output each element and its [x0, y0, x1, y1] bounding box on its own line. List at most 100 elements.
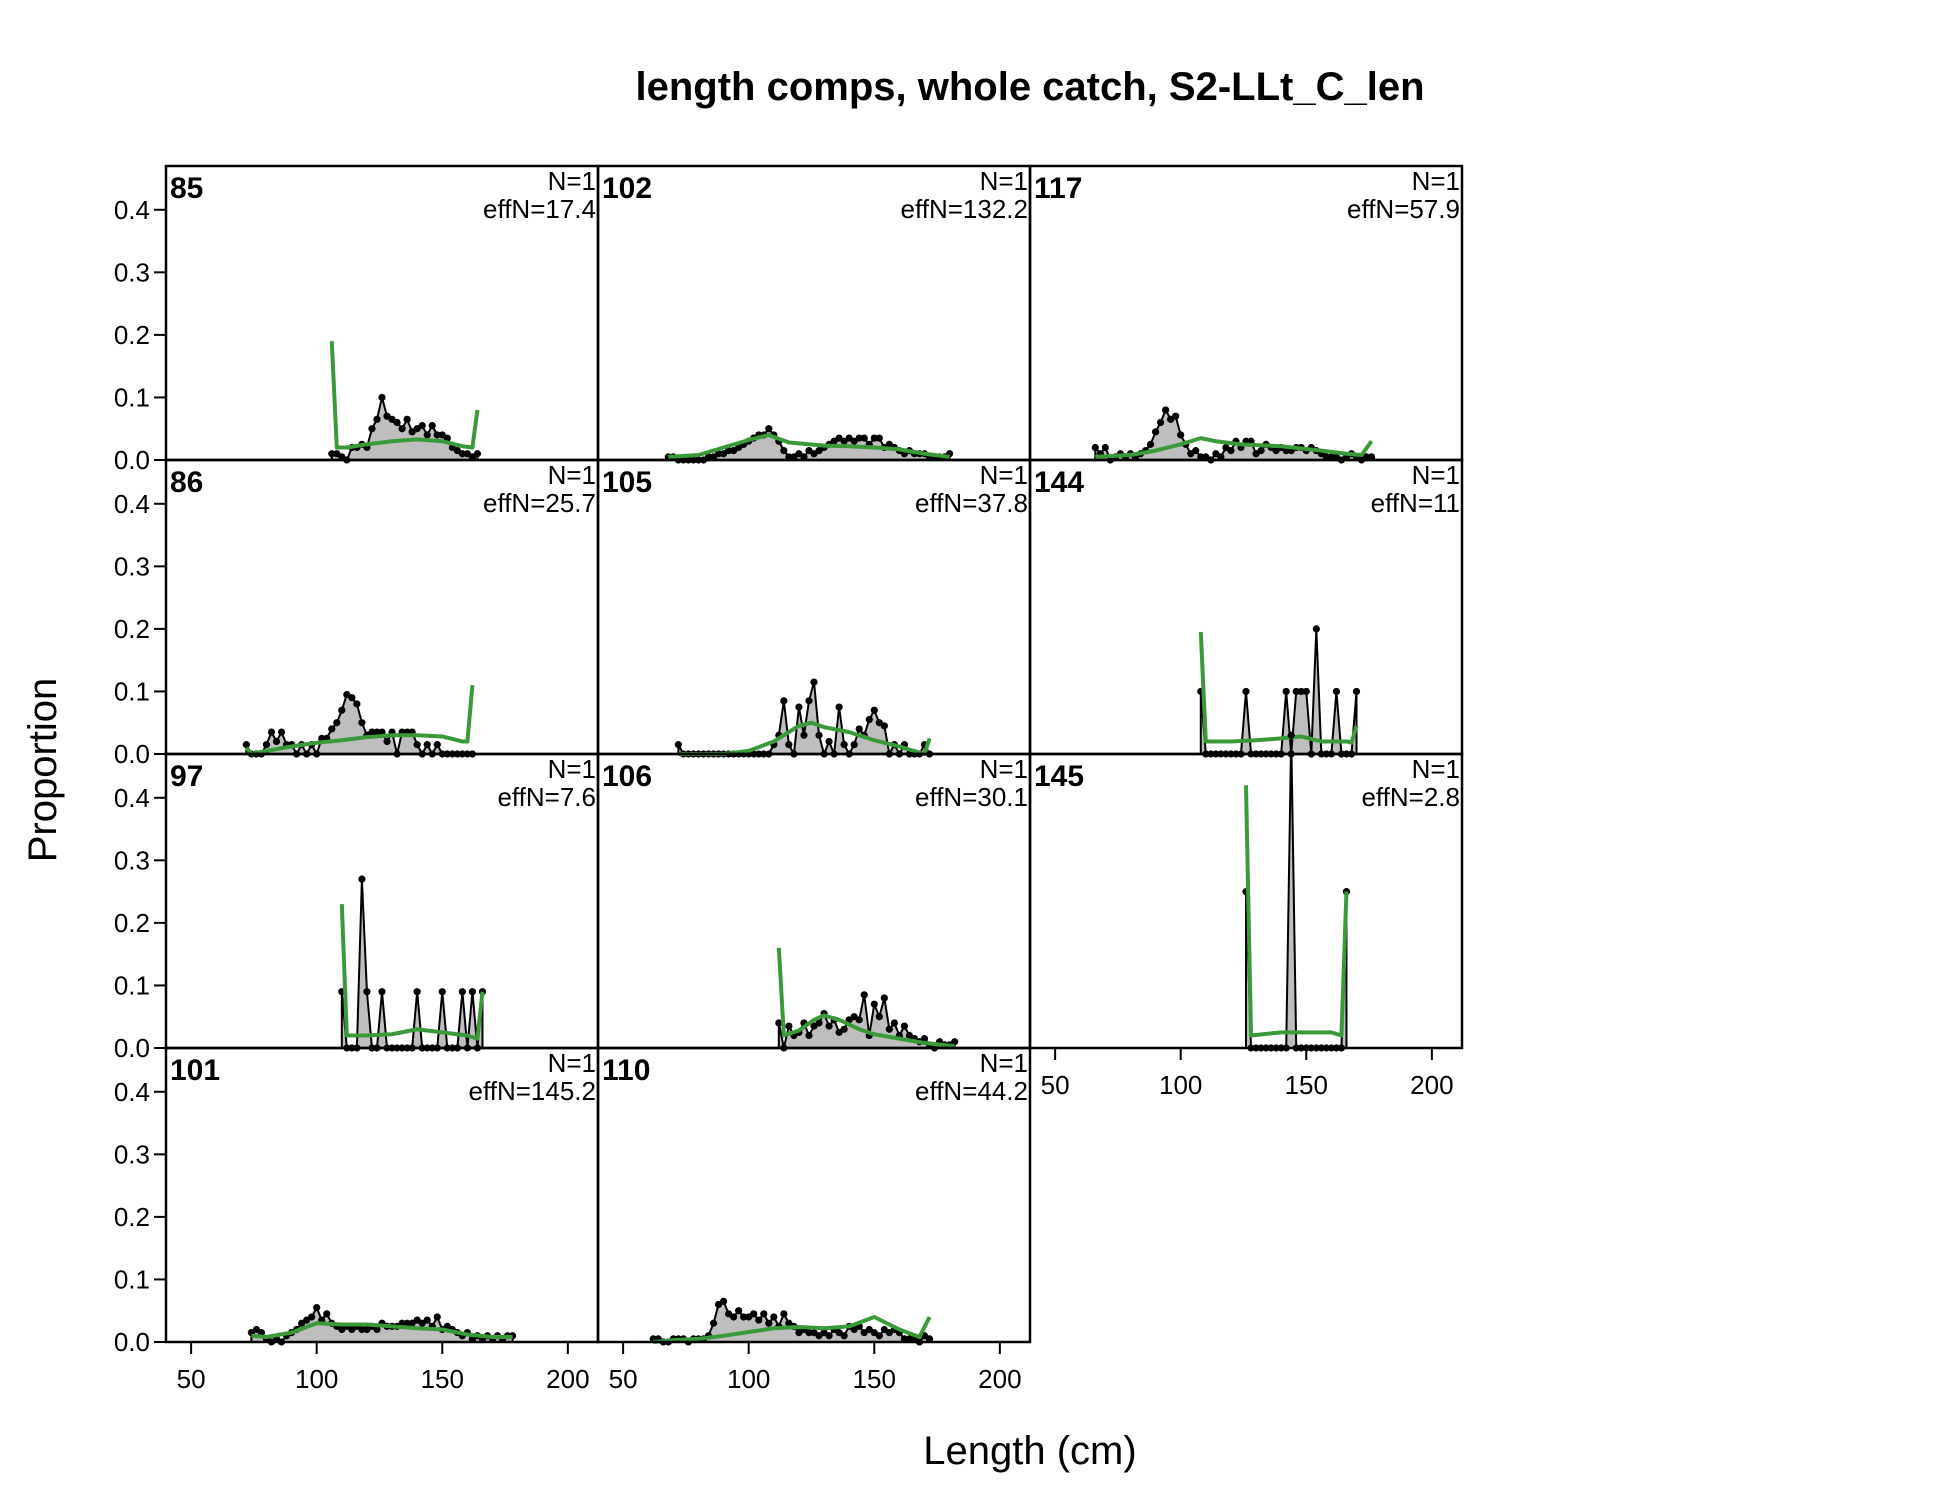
- observed-point: [1227, 447, 1235, 455]
- observed-point: [1287, 731, 1295, 739]
- observed-point: [765, 1319, 773, 1327]
- observed-area: [1245, 735, 1348, 1049]
- observed-point: [855, 434, 863, 442]
- observed-point: [900, 1022, 909, 1030]
- observed-point: [850, 741, 858, 749]
- observed-point: [870, 706, 878, 714]
- observed-point: [1322, 453, 1330, 461]
- x-tick-label: 200: [1410, 1070, 1453, 1100]
- panel-label: 105: [602, 466, 652, 499]
- observed-point: [262, 741, 271, 749]
- observed-point: [714, 450, 723, 458]
- panel-frame: [1028, 752, 1464, 1050]
- observed-point: [870, 434, 878, 442]
- observed-point: [770, 1313, 778, 1321]
- x-tick-label: 200: [546, 1364, 589, 1394]
- panel-effn: effN=2.8: [1361, 782, 1460, 812]
- observed-point: [785, 1022, 793, 1030]
- y-tick-label: 0.1: [114, 676, 150, 706]
- observed-point: [900, 1335, 909, 1343]
- observed-point: [423, 741, 431, 749]
- x-tick-label: 50: [1041, 1070, 1070, 1100]
- observed-point: [413, 988, 421, 996]
- observed-point: [413, 741, 421, 749]
- observed-point: [780, 697, 788, 705]
- observed-point: [805, 697, 813, 705]
- axes: 0.0 0.1 0.2 0.3 0.4 0.0 0.1 0.2 0.3 0.4 0.0 0.1 0.2 0…: [114, 195, 1454, 1394]
- panel-n: N=1: [548, 460, 596, 490]
- observed-point: [1352, 687, 1361, 696]
- observed-point: [825, 1332, 833, 1340]
- observed-point: [825, 1022, 833, 1030]
- panel-effn: effN=37.8: [915, 488, 1028, 518]
- observed-point: [1091, 443, 1099, 452]
- observed-point: [805, 1329, 813, 1337]
- panel-effn: effN=17.4: [483, 194, 596, 224]
- observed-point: [418, 421, 426, 430]
- observed-point: [328, 450, 336, 458]
- panel-effn: effN=57.9: [1347, 194, 1460, 224]
- chart-title: length comps, whole catch, S2-LLt_C_len: [635, 65, 1424, 109]
- observed-point: [780, 1310, 788, 1318]
- panel-effn: effN=7.6: [497, 782, 596, 812]
- y-tick-label: 0.2: [114, 614, 150, 644]
- observed-point: [875, 1013, 883, 1021]
- observed-point: [1162, 406, 1170, 414]
- observed-point: [1101, 443, 1109, 452]
- observed-point: [719, 1297, 728, 1305]
- observed-point: [423, 1316, 431, 1324]
- panel-effn: effN=145.2: [469, 1076, 596, 1106]
- observed-point: [423, 431, 431, 439]
- panel-n: N=1: [1412, 166, 1460, 196]
- panel-n: N=1: [980, 754, 1028, 784]
- expected-line: [329, 341, 480, 450]
- observed-point: [920, 1035, 929, 1043]
- observed-point: [951, 1038, 959, 1046]
- panel-label: 101: [170, 1054, 220, 1087]
- observed-point: [368, 728, 376, 736]
- expected-line: [776, 947, 955, 1049]
- y-tick-label: 0.2: [114, 1202, 150, 1232]
- observed-point: [1192, 447, 1200, 455]
- observed-point: [785, 741, 793, 749]
- observed-point: [393, 418, 401, 427]
- panel-n: N=1: [980, 166, 1028, 196]
- observed-point: [267, 728, 276, 736]
- observed-point: [840, 1332, 848, 1340]
- observed-point: [378, 393, 386, 402]
- observed-point: [433, 1313, 441, 1321]
- observed-point: [855, 725, 863, 733]
- observed-point: [674, 741, 682, 749]
- x-tick-label: 150: [421, 1364, 464, 1394]
- observed-point: [890, 1019, 898, 1027]
- panel-n: N=1: [1412, 460, 1460, 490]
- y-tick-label: 0.4: [114, 489, 150, 519]
- observed-point: [905, 1335, 914, 1343]
- observed-point: [750, 1310, 758, 1318]
- observed-point: [428, 421, 436, 430]
- observed-point: [338, 706, 346, 714]
- y-tick-label: 0.2: [114, 320, 150, 350]
- y-tick-label: 0.0: [114, 1327, 150, 1357]
- observed-point: [709, 1319, 718, 1327]
- panel-label: 86: [170, 466, 203, 499]
- x-tick-label: 150: [1285, 1070, 1328, 1100]
- observed-point: [860, 991, 868, 999]
- observed-point: [313, 1303, 321, 1312]
- observed-point: [1312, 625, 1320, 633]
- observed-point: [1292, 687, 1300, 696]
- y-tick-label: 0.3: [114, 845, 150, 875]
- observed-point: [353, 700, 361, 708]
- observed-point: [755, 1316, 763, 1324]
- y-tick-label: 0.1: [114, 970, 150, 1000]
- observed-point: [704, 453, 713, 461]
- observed-point: [373, 728, 381, 736]
- y-tick-label: 0.4: [114, 783, 150, 813]
- y-tick-label: 0.4: [114, 195, 150, 225]
- observed-point: [800, 453, 808, 461]
- observed-point: [1217, 453, 1225, 461]
